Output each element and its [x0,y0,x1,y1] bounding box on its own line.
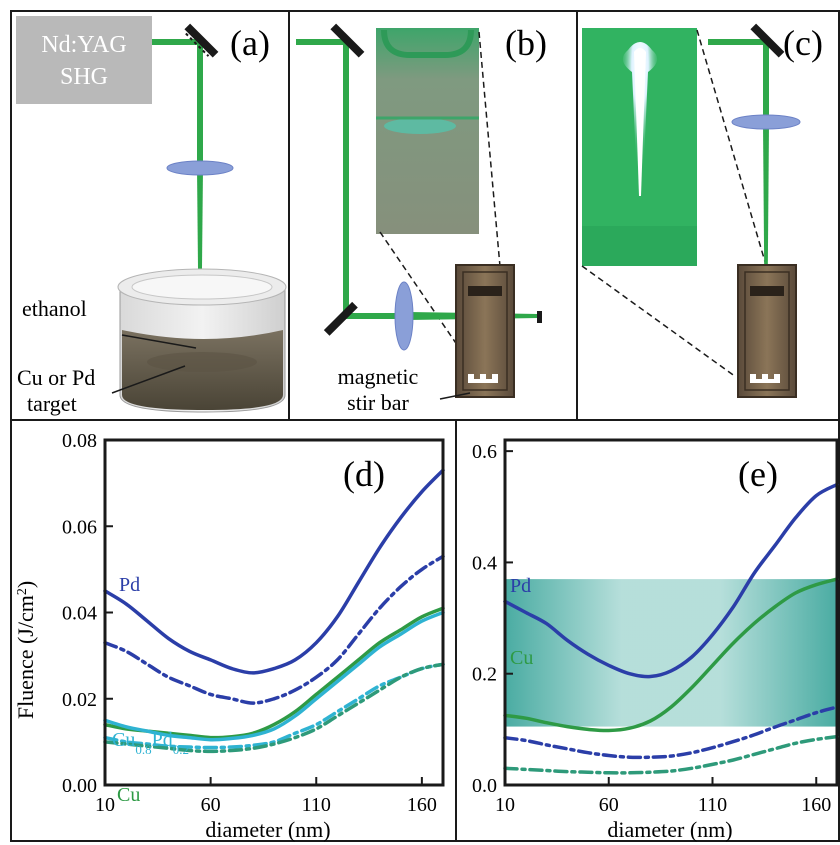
beam-stop [537,311,542,323]
panel-d: Fluence (J/cm2) 10 60 110 160 0.00 0.02 0.04 0.… [10,419,457,842]
x-tick-label-e: 160 [801,794,831,816]
y-label-d-close: ) [13,581,38,588]
series-e-pd_dash [503,705,839,760]
y-tick-label-e: 0.0 [472,775,497,797]
laser-source-box [16,16,152,104]
x-axis-label-e: diameter (nm) [607,817,732,842]
y-tick-label-d: 0.06 [62,516,97,538]
plot-frame-e [503,438,839,787]
y-tick-label-e: 0.2 [472,664,497,686]
x-tick-label-e: 110 [698,794,727,816]
series-e-cu_solid [503,577,839,733]
panel-e-frame [455,419,840,842]
panel-c: (c) [576,10,840,421]
plot-e: 10 60 110 160 0.0 0.2 0.4 0.6 [472,438,839,816]
panel-a: Nd:YAG SHG ethanol Cu or Pd target (a) [10,10,290,421]
y-tick-label-d: 0.04 [62,603,97,625]
zoom-line-c-bottom [581,265,737,378]
laser-source-line2: SHG [60,64,108,90]
y-tick-label-e: 0.6 [472,441,497,463]
panel-b: magnetic stir bar (b) [288,10,578,421]
mirror-icon [184,23,219,58]
fluence-band-e [505,579,837,727]
x-tick-label-d: 60 [201,794,221,816]
x-tick-label-e: 10 [495,794,515,816]
target-label-line1: Cu or Pd [17,365,95,390]
beaker [117,268,287,413]
ethanol-pointer [121,334,197,349]
y-axis-label-d: Fluence (J/cm2) [13,581,38,719]
y-tick-label-d: 0.00 [62,775,97,797]
mirror-icon [323,301,358,336]
focusing-lens [731,114,801,130]
x-tick-label-d: 160 [407,794,437,816]
series-label-cu-e: Cu [510,647,533,669]
series-d-pd_solid [103,468,445,675]
focusing-lens [166,160,234,176]
series-label-alloy: Cu0.8Pd0.2 [112,729,189,757]
series-e-pd_solid [503,482,839,679]
y-tick-label-d: 0.02 [62,689,97,711]
zoom-line-b-top [478,31,504,301]
stir-label-line1: magnetic [338,364,419,389]
stir-label-line2: stir bar [347,390,409,415]
series-d-alloy_dash [103,662,445,750]
x-tick-label-d: 110 [302,794,331,816]
zoom-line-b-bottom [379,231,465,356]
series-e-cu_dash [503,734,839,775]
series-label-cu: Cu [117,784,140,806]
panel-e-label: (e) [738,454,778,494]
series-d-alloy_solid [103,610,445,742]
series-d-cu_dash [103,662,445,754]
target-pointer [111,365,186,394]
y-tick-label-e: 0.4 [472,552,497,574]
laser-source-line1: Nd:YAG [41,32,126,58]
x-axis-label-d: diameter (nm) [205,817,330,842]
plot-d: 10 60 110 160 0.00 0.02 0.04 0.06 0.08 [62,430,445,816]
target-label-line2: target [27,391,77,416]
panel-b-label: (b) [505,23,547,63]
focusing-lens [394,281,414,351]
mirror-icon [330,23,365,58]
panel-a-label: (a) [230,23,270,63]
zoom-line-c-top [696,29,769,273]
y-tick-label-d: 0.08 [62,430,97,452]
series-d-pd_dash [103,554,445,705]
cuvette-c [737,264,797,398]
panel-d-label: (d) [343,454,385,494]
panel-e: 10 60 110 160 0.0 0.2 0.4 0.6 (e) Pd Cu diamete… [455,419,840,842]
cuvette-b [455,264,515,398]
series-label-pd: Pd [119,574,140,596]
stir-pointer [439,392,471,400]
panel-c-label: (c) [783,23,823,63]
x-tick-label-e: 60 [599,794,619,816]
ethanol-label: ethanol [22,296,87,321]
series-label-pd-e: Pd [510,575,531,597]
x-tick-label-d: 10 [95,794,115,816]
y-label-d-main: Fluence (J/cm [13,595,38,719]
mirror-icon [750,23,785,58]
y-label-d-exp: 2 [15,588,30,595]
